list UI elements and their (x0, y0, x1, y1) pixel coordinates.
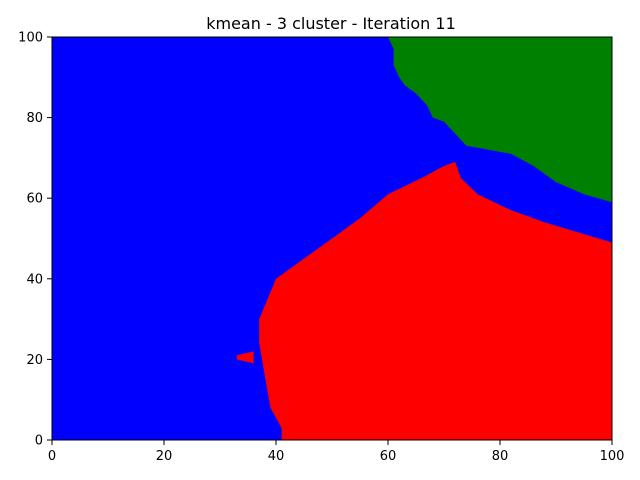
y-tick-label: 40 (26, 272, 43, 287)
plot-area (52, 37, 612, 440)
cluster-2-region (388, 37, 612, 203)
y-tick-label: 60 (26, 192, 43, 207)
y-axis: 0 20 40 60 80 100 (18, 31, 52, 449)
x-tick-label: 100 (600, 449, 625, 464)
y-tick-label: 80 (26, 111, 43, 126)
y-tick-label: 100 (18, 31, 43, 46)
x-tick-label: 80 (492, 449, 509, 464)
chart-title: kmean - 3 cluster - Iteration 11 (206, 14, 456, 33)
y-tick-label: 0 (35, 434, 43, 449)
cluster-1-region (259, 161, 612, 440)
x-tick-label: 60 (380, 449, 397, 464)
x-tick-label: 40 (268, 449, 285, 464)
x-tick-label: 20 (156, 449, 173, 464)
y-tick-label: 20 (26, 353, 43, 368)
x-tick-label: 0 (48, 449, 56, 464)
plot-frame (51, 36, 613, 441)
cluster-1-region (236, 351, 254, 364)
x-axis: 0 20 40 60 80 100 (48, 440, 625, 464)
